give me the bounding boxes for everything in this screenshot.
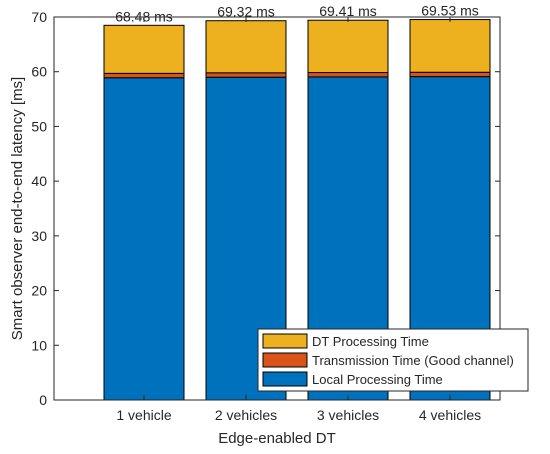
bar-segment-1-1: [103, 77, 185, 401]
x-axis-label: Edge-enabled DT: [218, 430, 336, 447]
total-label-4: 69.53 ms: [421, 3, 479, 19]
total-label-3: 69.41 ms: [319, 3, 377, 19]
x-tick-label-3: 4 vehicles: [419, 407, 481, 423]
y-tick-label-5: 50: [31, 118, 47, 134]
bar-segment-4-3: [409, 19, 491, 73]
total-labels-layer: 68.48 ms 69.32 ms 69.41 ms 69.53 ms: [115, 3, 479, 25]
legend-swatch-1: [262, 333, 308, 349]
bar-segment-3-3: [307, 19, 389, 74]
y-tick-label-2: 20: [31, 283, 47, 299]
bar-segment-1-3: [103, 24, 185, 74]
y-axis-label: Smart observer end-to-end latency [ms]: [9, 77, 26, 340]
bar-segment-1-2: [103, 72, 185, 79]
y-tick-label-0: 0: [39, 392, 47, 408]
bar-segment-2-3: [205, 20, 287, 74]
legend-label-1: DT Processing Time: [312, 334, 429, 349]
x-tick-label-0: 1 vehicle: [116, 407, 171, 423]
axes-layer: 0 10 20 30 40 50 60 70 1 vehicle 2 vehicles 3 vehi…: [31, 9, 501, 423]
legend-swatch-2: [262, 352, 308, 368]
legend: DT Processing Time Transmission Time (Goo…: [257, 328, 529, 392]
total-label-1: 68.48 ms: [115, 8, 173, 24]
y-tick-label-7: 70: [31, 9, 47, 25]
x-tick-label-2: 3 vehicles: [317, 407, 379, 423]
y-tick-label-3: 30: [31, 228, 47, 244]
total-label-2: 69.32 ms: [217, 4, 275, 20]
y-tick-label-1: 10: [31, 337, 47, 353]
axes-box: [53, 16, 501, 401]
bar-segment-2-2: [205, 72, 287, 78]
legend-swatch-3: [262, 371, 308, 387]
legend-label-2: Transmission Time (Good channel): [312, 353, 514, 368]
bar-segment-4-2: [409, 71, 491, 78]
x-tick-label-1: 2 vehicles: [215, 407, 277, 423]
y-tick-label-4: 40: [31, 173, 47, 189]
legend-label-3: Local Processing Time: [312, 372, 443, 387]
y-tick-label-6: 60: [31, 64, 47, 80]
bar-segment-3-2: [307, 72, 389, 78]
